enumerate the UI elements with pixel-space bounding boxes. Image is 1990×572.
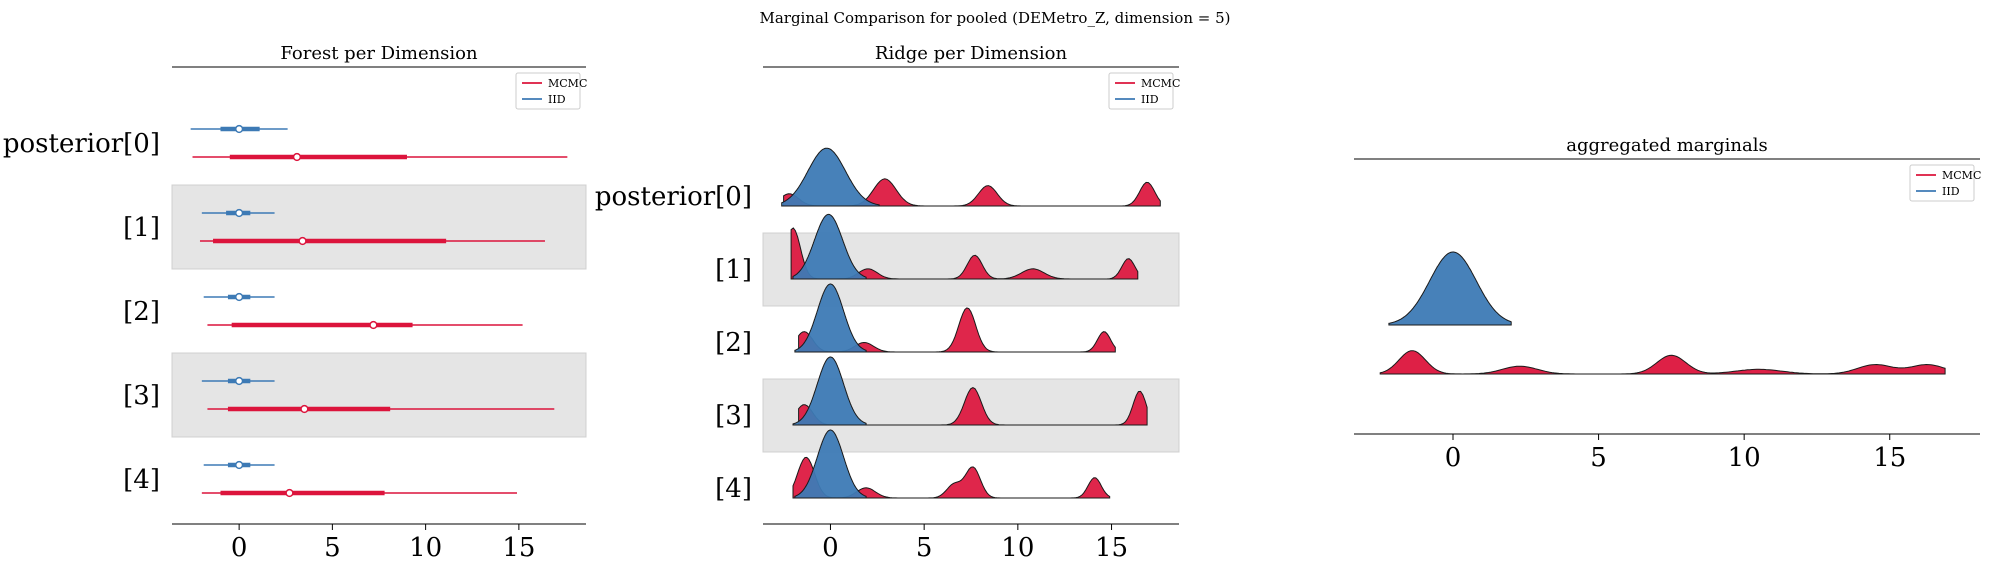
forest-ylabel-3: [3] (123, 381, 160, 411)
agg-x-tick-label-15: 15 (1873, 443, 1906, 473)
agg-legend-label-mcmc: MCMC (1942, 169, 1981, 182)
agg-legend-label-iid: IID (1942, 185, 1960, 198)
forest-band-3 (171, 352, 587, 438)
forest-x-tick-label-15: 15 (502, 533, 535, 563)
figure-suptitle: Marginal Comparison for pooled (DEMetro_… (759, 9, 1230, 27)
forest-iid-center-4 (234, 460, 244, 470)
forest-legend-label-mcmc: MCMC (548, 77, 587, 90)
ridge-iid-density-0 (781, 147, 880, 207)
forest-ylabel-2: [2] (123, 297, 160, 327)
forest-ylabel-1: [1] (123, 213, 160, 243)
forest-iid-center-0 (234, 124, 244, 134)
ridge-ylabel-1: [1] (715, 255, 752, 285)
ridge-x-tick-label-5: 5 (916, 533, 933, 563)
ridge-iid-density-4 (794, 429, 867, 499)
agg-title: aggregated marginals (1566, 135, 1767, 156)
agg-iid-density (1388, 251, 1512, 326)
ridge-ylabel-2: [2] (715, 328, 752, 358)
forest-ylabel-4: [4] (123, 465, 160, 495)
ridge-legend-box (1108, 72, 1174, 110)
forest-iid-center-3 (234, 376, 244, 386)
forest-x-tick-label-5: 5 (324, 533, 341, 563)
ridge-x-tick-label-15: 15 (1095, 533, 1128, 563)
forest-legend-box (515, 72, 581, 110)
ridge-iid-density-2 (794, 283, 867, 353)
ridge-legend-label-mcmc: MCMC (1141, 77, 1180, 90)
ridge-ylabel-3: [3] (715, 401, 752, 431)
agg-mcmc-density (1379, 350, 1946, 375)
ridge-legend-label-iid: IID (1141, 93, 1159, 106)
forest-mcmc-center-4 (285, 488, 294, 498)
ridge-ylabel-4: [4] (715, 474, 752, 504)
ridge-ylabel-0: posterior[0] (595, 182, 752, 212)
forest-x-tick-label-0: 0 (231, 533, 248, 563)
ridge-x-tick-label-10: 10 (1001, 533, 1034, 563)
forest-mcmc-center-0 (292, 152, 302, 162)
forest-mcmc-center-2 (369, 320, 378, 330)
forest-mcmc-center-1 (298, 236, 307, 246)
forest-mcmc-center-3 (300, 404, 309, 414)
agg-x-tick-label-5: 5 (1590, 443, 1607, 473)
ridge-iid-density-1 (792, 213, 867, 280)
forest-iid-center-2 (234, 292, 244, 302)
forest-legend-label-iid: IID (548, 93, 566, 106)
forest-ylabel-0: posterior[0] (3, 129, 160, 159)
forest-iid-center-1 (234, 208, 244, 218)
agg-x-tick-label-10: 10 (1728, 443, 1761, 473)
agg-x-tick-label-0: 0 (1445, 443, 1462, 473)
ridge-x-tick-label-0: 0 (822, 533, 839, 563)
forest-title: Forest per Dimension (280, 43, 478, 64)
ridge-title: Ridge per Dimension (875, 43, 1068, 64)
ridge-iid-density-3 (792, 356, 867, 426)
forest-x-tick-label-10: 10 (409, 533, 442, 563)
agg-legend-box (1909, 164, 1975, 202)
forest-band-1 (171, 184, 587, 270)
